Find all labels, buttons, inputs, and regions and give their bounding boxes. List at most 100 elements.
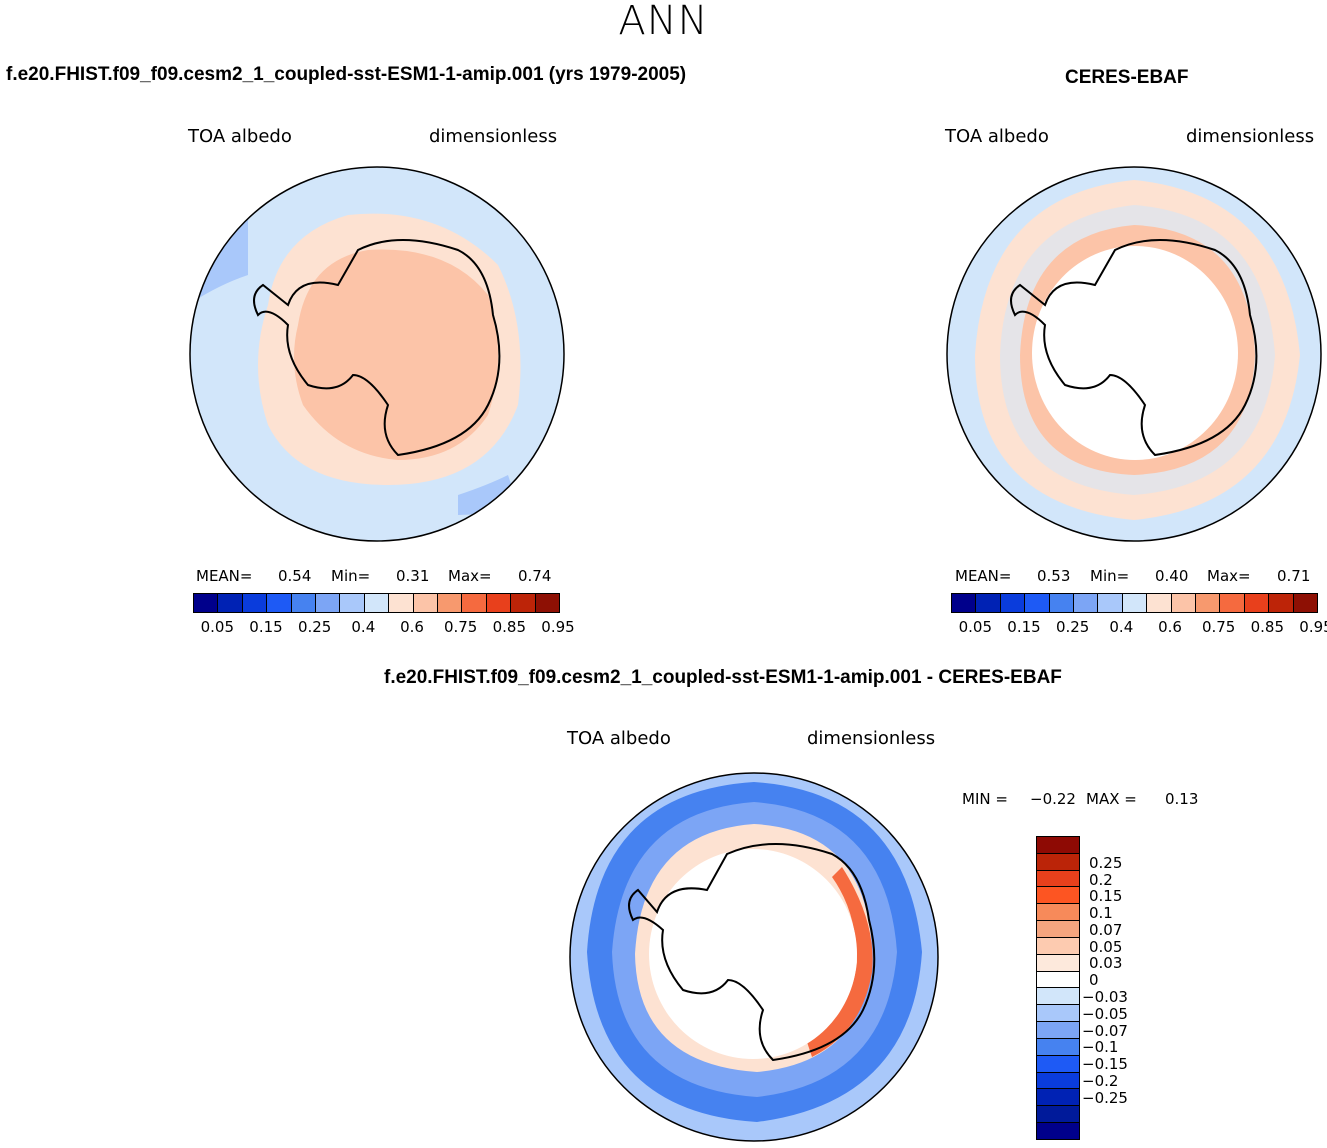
obs-colorbar-swatch: [952, 594, 977, 612]
diff-colorbar-tick-label: 0.15: [1089, 887, 1123, 906]
obs-colorbar-swatch: [976, 594, 1001, 612]
diff-colorbar-swatch: [1037, 1005, 1079, 1023]
obs-colorbar-tick-label: 0.6: [1158, 618, 1182, 636]
diff-colorbar-swatch: [1037, 971, 1079, 989]
model-colorbar-swatch: [340, 594, 365, 612]
diff-min-label: MIN =: [962, 790, 1008, 808]
diff-colorbar-swatch: [1037, 904, 1079, 922]
obs-colorbar-swatch: [1293, 594, 1318, 612]
obs-colorbar-tick-label: 0.15: [1007, 618, 1041, 636]
diff-variable-label: TOA albedo: [567, 728, 671, 749]
obs-colorbar-swatch: [1074, 594, 1099, 612]
diff-colorbar-tick-label: −0.03: [1082, 988, 1128, 1006]
diff-colorbar-tick-label: −0.05: [1082, 1004, 1128, 1023]
model-colorbar-swatch: [535, 594, 560, 612]
obs-colorbar-swatch: [1171, 594, 1197, 612]
diff-colorbar-swatch: [1037, 1106, 1079, 1124]
obs-min-label: Min=: [1090, 567, 1130, 585]
model-min-label: Min=: [331, 567, 371, 585]
diff-colorbar-tick-label: 0.25: [1089, 853, 1123, 872]
obs-colorbar-tick-label: 0.05: [958, 618, 993, 636]
obs-colorbar-tick-label: 0.95: [1299, 618, 1327, 636]
obs-mean-label: MEAN=: [955, 567, 1012, 585]
model-colorbar-swatch: [218, 594, 243, 612]
obs-polar-map: [946, 166, 1322, 542]
diff-colorbar-swatch: [1037, 870, 1079, 888]
diff-colorbar-tick-label: −0.1: [1082, 1038, 1119, 1057]
obs-colorbar-swatch: [1269, 594, 1294, 612]
obs-max-value: 0.71: [1277, 567, 1311, 585]
model-colorbar-ticks: 0.05 0.15 0.25 0.4 0.6 0.75 0.85 0.95: [193, 618, 575, 638]
model-colorbar-swatch: [462, 594, 487, 612]
model-colorbar-swatch: [291, 594, 317, 612]
diff-colorbar-tick-label: 0.07: [1089, 920, 1123, 939]
diff-colorbar-tick-label: 0.2: [1089, 870, 1113, 889]
model-colorbar-swatch: [242, 594, 268, 612]
diff-colorbar-swatch: [1037, 887, 1079, 905]
model-mean-value: 0.54: [278, 567, 312, 585]
model-colorbar-tick-label: 0.95: [541, 618, 575, 636]
obs-colorbar-swatch: [1244, 594, 1270, 612]
obs-colorbar-ticks: 0.05 0.15 0.25 0.4 0.6 0.75 0.85 0.95: [951, 618, 1327, 638]
obs-units-label: dimensionless: [1186, 126, 1315, 147]
model-colorbar-swatch: [316, 594, 341, 612]
diff-colorbar-swatch: [1037, 954, 1079, 972]
model-panel-title: f.e20.FHIST.f09_f09.cesm2_1_coupled-sst-…: [6, 64, 687, 85]
obs-colorbar-swatch: [1196, 594, 1221, 612]
obs-colorbar-tick-label: 0.85: [1250, 618, 1285, 636]
diff-colorbar-tick-label: −0.15: [1082, 1055, 1128, 1074]
obs-panel-title: CERES-EBAF: [1065, 67, 1189, 88]
diff-colorbar-swatch: [1037, 988, 1079, 1006]
obs-colorbar-swatch: [1122, 594, 1148, 612]
model-colorbar-swatch: [364, 594, 390, 612]
obs-colorbar-swatch: [1147, 594, 1172, 612]
diff-colorbar-swatch: [1037, 1072, 1079, 1090]
obs-colorbar-swatch: [1220, 594, 1245, 612]
obs-colorbar-swatch: [1025, 594, 1050, 612]
diff-colorbar: [1036, 836, 1080, 1140]
diff-colorbar-swatch: [1037, 921, 1079, 938]
model-colorbar-swatch: [486, 594, 512, 612]
obs-colorbar-tick-label: 0.4: [1109, 618, 1134, 636]
model-min-value: 0.31: [396, 567, 430, 585]
model-colorbar-tick-label: 0.25: [297, 618, 332, 636]
model-mean-label: MEAN=: [196, 567, 253, 585]
model-max-label: Max=: [448, 567, 492, 585]
obs-mean-value: 0.53: [1037, 567, 1071, 585]
diff-colorbar-swatch: [1037, 1089, 1079, 1107]
model-colorbar-tick-label: 0.15: [249, 618, 283, 636]
diff-colorbar-swatch: [1037, 837, 1079, 854]
diff-colorbar-swatch: [1037, 1123, 1079, 1139]
model-colorbar-swatch: [389, 594, 414, 612]
diff-max-label: MAX =: [1086, 790, 1137, 808]
page-title: ANN: [618, 0, 709, 44]
model-colorbar-swatch: [438, 594, 463, 612]
diff-min-value: −0.22: [1030, 790, 1076, 808]
model-colorbar-tick-label: 0.6: [400, 618, 424, 636]
diff-colorbar-tick-label: −0.07: [1082, 1021, 1128, 1040]
obs-colorbar-swatch: [1098, 594, 1123, 612]
model-max-value: 0.74: [518, 567, 552, 585]
diff-colorbar-swatch: [1037, 937, 1079, 955]
model-colorbar-tick-label: 0.05: [200, 618, 235, 636]
obs-colorbar: [951, 593, 1318, 613]
model-colorbar-tick-label: 0.85: [492, 618, 527, 636]
obs-colorbar-tick-label: 0.25: [1055, 618, 1090, 636]
model-variable-label: TOA albedo: [188, 126, 292, 147]
diff-colorbar-tick-label: 0: [1089, 971, 1099, 990]
diff-colorbar-swatch: [1037, 853, 1079, 871]
model-colorbar-tick-label: 0.4: [351, 618, 376, 636]
diff-colorbar-swatch: [1037, 1038, 1079, 1056]
obs-max-label: Max=: [1207, 567, 1251, 585]
diff-colorbar-tick-label: 0.05: [1089, 937, 1123, 956]
obs-min-value: 0.40: [1155, 567, 1189, 585]
diff-colorbar-tick-label: −0.2: [1082, 1071, 1119, 1090]
model-colorbar-swatch: [413, 594, 439, 612]
model-colorbar-swatch: [194, 594, 219, 612]
model-polar-map: [189, 166, 565, 542]
diff-max-value: 0.13: [1165, 790, 1199, 808]
diff-panel-title: f.e20.FHIST.f09_f09.cesm2_1_coupled-sst-…: [384, 667, 1062, 688]
diff-colorbar-tick-label: −0.25: [1082, 1088, 1128, 1107]
model-colorbar-tick-label: 0.75: [443, 618, 478, 636]
diff-colorbar-swatch: [1037, 1055, 1079, 1073]
